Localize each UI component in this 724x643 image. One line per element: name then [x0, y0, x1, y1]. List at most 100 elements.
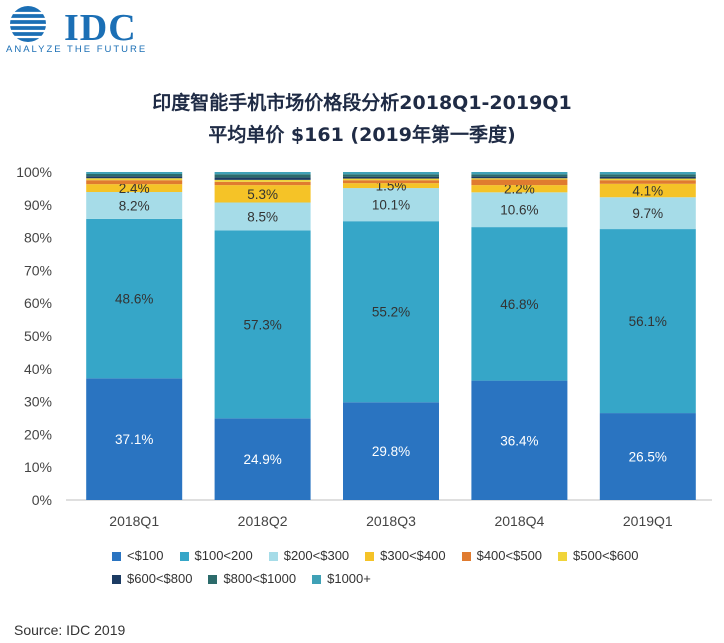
data-label: 4.1%: [632, 184, 663, 199]
data-label: 10.6%: [500, 203, 538, 218]
data-label: 8.5%: [247, 209, 278, 224]
legend-label: $200<$300: [283, 548, 350, 563]
bar-segment: [599, 174, 696, 177]
bar-segment: [471, 192, 568, 228]
legend-label: $1000+: [327, 571, 371, 586]
legend-item: $500<$600: [558, 548, 638, 563]
legend-swatch: [558, 552, 568, 562]
legend-label: <$100: [127, 548, 164, 563]
data-label: 29.8%: [372, 444, 410, 459]
bar-segment: [214, 172, 311, 175]
legend-swatch: [179, 552, 189, 562]
legend-item: <$100: [112, 548, 164, 563]
bar-segment: [471, 227, 568, 381]
bar-segment: [214, 179, 311, 182]
legend-label: $600<$800: [127, 571, 193, 586]
bar-segment: [343, 188, 439, 222]
bar-segment: [599, 172, 696, 175]
bar-segment: [86, 378, 183, 500]
legend-item: $200<$300: [268, 548, 350, 563]
legend-label: $800<$1000: [223, 571, 297, 586]
bar-segment: [214, 185, 311, 203]
bar-segment: [343, 180, 439, 184]
globe-icon: [10, 6, 46, 42]
bar-segment: [86, 172, 183, 174]
data-label: 9.7%: [632, 206, 663, 221]
y-tick-label: 40%: [24, 361, 52, 377]
legend-item: $800<$1000: [208, 571, 296, 586]
y-tick-label: 10%: [24, 459, 52, 475]
data-label: 36.4%: [500, 433, 538, 448]
bar-segment: [471, 172, 568, 175]
x-tick-label: 2018Q3: [366, 513, 416, 529]
data-label: 24.9%: [243, 452, 281, 467]
bar-segment: [86, 218, 183, 379]
y-tick-label: 80%: [24, 230, 52, 246]
legend-label: $500<$600: [573, 548, 639, 563]
legend-swatch: [112, 552, 121, 562]
legend-item: $100<200: [179, 548, 253, 563]
bar-segment: [471, 176, 568, 179]
bar-segment: [343, 172, 439, 175]
legend-swatch: [312, 575, 322, 585]
data-label: 10.1%: [372, 198, 410, 213]
bar-segment: [599, 413, 696, 500]
bar-segment: [86, 176, 183, 179]
data-label: 57.3%: [243, 317, 281, 332]
bar-segment: [214, 174, 311, 178]
bar-segment: [471, 380, 568, 500]
bar-segment: [343, 174, 439, 177]
bar-segment: [471, 179, 568, 186]
y-tick-label: 30%: [24, 394, 52, 410]
bar-segment: [471, 178, 568, 180]
bar-segment: [86, 178, 183, 181]
brand-tagline: ANALYZE THE FUTURE: [6, 44, 148, 55]
chart-legend: <$100 $100<200 $200<$300 $300<$400 $400<$500…: [112, 548, 672, 594]
bar-segment: [86, 184, 183, 193]
x-tick-label: 2018Q4: [494, 513, 544, 529]
legend-item: $300<$400: [365, 548, 446, 563]
data-label: 55.2%: [372, 305, 410, 320]
data-label: 26.5%: [629, 450, 667, 465]
data-label: 8.2%: [119, 198, 150, 213]
bar-segment: [214, 202, 311, 231]
source-note: Source: IDC 2019: [14, 622, 126, 638]
bar-segment: [343, 402, 439, 500]
bar-segment: [471, 174, 568, 177]
x-tick-label: 2018Q1: [109, 513, 159, 529]
y-tick-label: 90%: [24, 197, 52, 213]
bar-segment: [214, 177, 311, 180]
legend-swatch: [208, 575, 218, 585]
y-tick-label: 0%: [32, 492, 52, 508]
bar-segment: [599, 176, 696, 179]
bar-segment: [599, 178, 696, 181]
legend-swatch: [112, 575, 121, 585]
data-label: 46.8%: [500, 297, 538, 312]
x-tick-label: 2019Q1: [623, 513, 673, 529]
bar-segment: [214, 230, 311, 419]
bar-segment: [343, 183, 439, 189]
bar-segment: [343, 178, 439, 181]
data-label: 56.1%: [629, 314, 667, 329]
chart-subtitle: 平均单价 $161 (2019年第一季度): [208, 124, 516, 146]
brand-name: IDC: [64, 7, 137, 49]
y-tick-label: 100%: [16, 164, 52, 180]
bar-segment: [214, 418, 311, 500]
legend-label: $100<200: [194, 548, 253, 563]
x-tick-label: 2018Q2: [238, 513, 288, 529]
legend-swatch: [365, 552, 375, 562]
stacked-bar-chart: 0% 10% 20% 30% 40% 50% 60% 70% 80% 90% 100% 37.1% 48…: [16, 164, 712, 529]
data-label: 37.1%: [115, 432, 153, 447]
data-label: 2.2%: [504, 182, 535, 197]
bar-segment: [86, 192, 183, 219]
bar-segment: [599, 197, 696, 230]
y-tick-label: 60%: [24, 295, 52, 311]
bar-segment: [86, 173, 183, 177]
bar-segment: [343, 221, 439, 403]
legend-label: $300<$400: [380, 548, 446, 563]
chart-title: 印度智能手机市场价格段分析2018Q1-2019Q1: [152, 92, 572, 114]
data-label: 48.6%: [115, 292, 153, 307]
y-tick-label: 70%: [24, 262, 52, 278]
legend-item: $400<$500: [461, 548, 542, 563]
bar-segment: [599, 183, 696, 198]
